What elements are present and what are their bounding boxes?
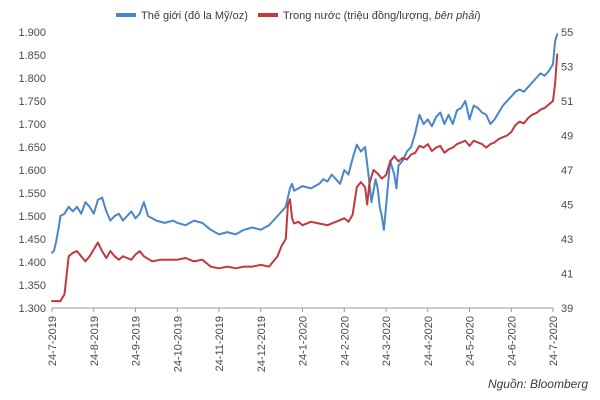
- y-right-tick-label: 53: [561, 62, 573, 74]
- y-left-tick-label: 1.350: [18, 280, 46, 292]
- y-left-tick-label: 1.600: [18, 165, 46, 177]
- y-right-tick-label: 49: [561, 131, 573, 143]
- x-tick-label: 24-10-2019: [172, 316, 184, 372]
- y-axis-left: 1.900 1.850 1.800 1.750 1.700 1.650 1.600 1.550…: [18, 27, 46, 315]
- y-left-tick-label: 1.400: [18, 257, 46, 269]
- y-left-tick-label: 1.750: [18, 96, 46, 108]
- x-tick-label: 24-1-2020: [298, 316, 310, 366]
- y-left-tick-label: 1.550: [18, 188, 46, 200]
- y-left-tick-label: 1.500: [18, 211, 46, 223]
- y-left-tick-label: 1.850: [18, 50, 46, 62]
- y-left-tick-label: 1.300: [18, 303, 46, 315]
- plot-area: [51, 33, 559, 303]
- x-tick-label: 24-7-2019: [47, 316, 59, 366]
- y-right-tick-label: 47: [561, 165, 573, 177]
- x-tick-label: 24-8-2019: [89, 316, 101, 366]
- x-tick-label: 24-9-2019: [131, 316, 143, 366]
- y-left-tick-label: 1.800: [18, 73, 46, 85]
- y-right-tick-label: 43: [561, 234, 573, 246]
- x-tick-label: 24-2-2020: [339, 316, 351, 366]
- domestic-price-line: [51, 53, 559, 303]
- world-price-line: [51, 33, 559, 254]
- y-right-tick-label: 39: [561, 303, 573, 315]
- source-note: Nguồn: Bloomberg: [488, 377, 588, 391]
- y-right-tick-label: 45: [561, 200, 573, 212]
- x-tick-label: 24-12-2019: [256, 316, 268, 372]
- x-tick-label: 24-3-2020: [381, 316, 393, 366]
- x-axis: 24-7-2019 24-8-2019 24-9-2019 24-10-2019 24-…: [47, 307, 560, 372]
- y-left-tick-label: 1.700: [18, 119, 46, 131]
- x-tick-label: 24-6-2020: [506, 316, 518, 366]
- y-axis-right: 55 53 51 49 47 45 43 41 39: [561, 27, 573, 315]
- y-left-tick-label: 1.450: [18, 234, 46, 246]
- legend-label-domestic: Trong nước (triệu đồng/lượng, bên phải): [283, 10, 481, 22]
- x-tick-label: 24-7-2020: [548, 316, 560, 366]
- x-tick-label: 24-4-2020: [423, 316, 435, 366]
- x-tick-label: 24-5-2020: [465, 316, 477, 366]
- y-left-tick-label: 1.900: [18, 27, 46, 39]
- y-right-tick-label: 55: [561, 27, 573, 39]
- y-right-tick-label: 41: [561, 269, 573, 281]
- y-left-tick-label: 1.650: [18, 142, 46, 154]
- x-tick-label: 24-11-2019: [214, 316, 226, 371]
- legend-label-world: Thế giới (đô la Mỹ/oz): [141, 10, 248, 22]
- y-right-tick-label: 51: [561, 96, 573, 108]
- legend: Thế giới (đô la Mỹ/oz) Trong nước (triệu …: [116, 10, 481, 22]
